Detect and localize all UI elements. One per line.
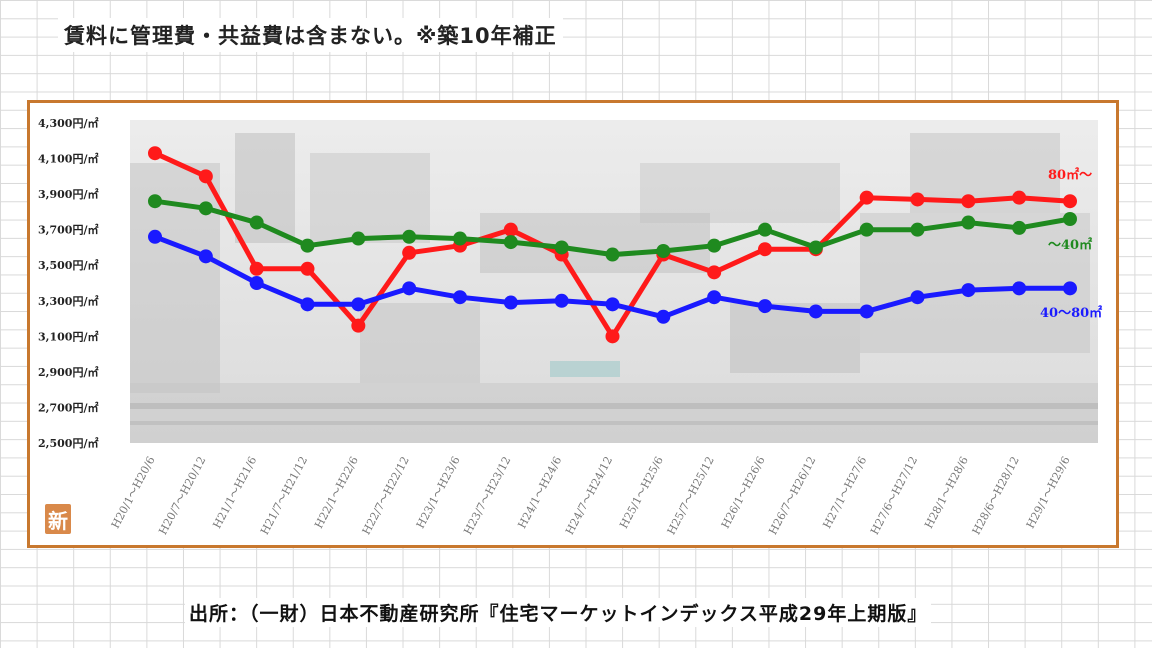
data-point: [148, 229, 162, 244]
data-point: [249, 215, 264, 230]
data-point: [1012, 281, 1027, 296]
data-point: [503, 295, 518, 310]
x-tick-label: H21/1～H21/6: [210, 454, 259, 530]
data-point: [249, 261, 264, 276]
y-tick-label: 2,900円/㎡: [38, 365, 98, 379]
data-point: [554, 240, 569, 255]
y-tick-label: 3,900円/㎡: [38, 187, 98, 201]
data-point: [300, 261, 315, 276]
data-point: [198, 169, 213, 184]
data-point: [961, 215, 976, 230]
data-point: [910, 222, 925, 237]
y-tick-label: 3,300円/㎡: [38, 294, 98, 308]
x-tick-label: H22/7～H22/12: [360, 454, 412, 537]
data-point: [707, 238, 722, 253]
x-tick-label: H22/1～H22/6: [312, 454, 361, 530]
y-tick-label: 2,500円/㎡: [38, 436, 98, 450]
data-point: [402, 281, 417, 296]
x-tick-label: H27/1～H27/6: [820, 454, 869, 530]
data-point: [198, 201, 213, 216]
data-point: [453, 231, 467, 246]
data-point: [503, 235, 518, 250]
data-point: [758, 222, 772, 237]
y-tick-label: 4,300円/㎡: [38, 116, 98, 130]
data-point: [249, 276, 264, 290]
x-tick-label: H25/7～H25/12: [665, 454, 717, 537]
data-point: [198, 249, 213, 264]
data-point: [758, 242, 772, 257]
data-point: [351, 318, 366, 333]
data-point: [402, 245, 417, 260]
chart-frame: 4,300円/㎡ 4,100円/㎡ 3,900円/㎡ 3,700円/㎡ 3,500円/㎡…: [27, 100, 1119, 548]
x-tick-label: H29/1～H29/6: [1024, 454, 1073, 530]
series-label: 40～80㎡: [1040, 305, 1102, 321]
data-point: [605, 329, 620, 344]
y-tick-label: 4,100円/㎡: [38, 152, 98, 166]
y-tick-label: 3,700円/㎡: [38, 223, 98, 237]
x-tick-label: H25/1～H25/6: [617, 454, 666, 530]
data-point: [1012, 190, 1027, 205]
data-point: [656, 309, 671, 324]
series-label: ～40㎡: [1048, 237, 1092, 253]
data-point: [859, 304, 874, 319]
x-tick-label: H21/7～H21/12: [258, 454, 310, 537]
line-chart: 4,300円/㎡ 4,100円/㎡ 3,900円/㎡ 3,700円/㎡ 3,500円/㎡…: [38, 116, 1102, 537]
data-point: [351, 297, 366, 312]
data-point: [910, 290, 925, 305]
x-tick-label: H28/6～H28/12: [970, 454, 1022, 537]
data-point: [656, 244, 671, 258]
data-point: [758, 299, 772, 314]
data-point: [707, 265, 722, 280]
data-point: [910, 192, 925, 207]
city-photo-background: [130, 120, 1098, 443]
data-point: [1012, 220, 1027, 235]
x-tick-label: H26/1～H26/6: [719, 454, 768, 530]
data-point: [503, 222, 518, 237]
data-point: [1063, 281, 1077, 296]
new-badge: 新: [45, 504, 71, 534]
x-tick-label: H20/1～H20/6: [109, 454, 158, 530]
data-point: [707, 290, 722, 305]
data-point: [961, 283, 976, 298]
data-point: [148, 146, 162, 161]
data-point: [453, 290, 467, 305]
data-point: [859, 190, 874, 205]
x-tick-label: H24/7～H24/12: [563, 454, 615, 537]
data-point: [1063, 194, 1077, 209]
y-tick-label: 2,700円/㎡: [38, 400, 98, 414]
source-citation: 出所：（一財）日本不動産研究所『住宅マーケットインデックス平成29年上期版』: [185, 598, 932, 627]
x-tick-label: H27/6～H27/12: [868, 454, 920, 537]
data-point: [808, 304, 823, 319]
data-point: [148, 194, 162, 209]
data-point: [605, 297, 620, 312]
data-point: [961, 194, 976, 209]
x-tick-label: H20/7～H20/12: [156, 454, 208, 537]
x-tick-label: H28/1～H28/6: [922, 454, 971, 530]
x-tick-label: H23/1～H23/6: [414, 454, 463, 530]
data-point: [351, 231, 366, 246]
chart-note: 賃料に管理費・共益費は含まない。※築10年補正: [58, 18, 563, 52]
data-point: [859, 222, 874, 237]
data-point: [402, 229, 417, 244]
data-point: [605, 247, 620, 262]
data-point: [554, 293, 569, 308]
data-point: [300, 297, 315, 312]
data-point: [808, 240, 823, 255]
x-tick-label: H26/7～H26/12: [766, 454, 818, 537]
series-label: 80㎡～: [1048, 167, 1092, 183]
y-tick-label: 3,100円/㎡: [38, 329, 98, 343]
y-tick-label: 3,500円/㎡: [38, 258, 98, 272]
data-point: [1063, 212, 1077, 226]
x-tick-label: H23/7～H23/12: [461, 454, 513, 537]
x-tick-label: H24/1～H24/6: [515, 454, 564, 530]
data-point: [300, 238, 315, 253]
